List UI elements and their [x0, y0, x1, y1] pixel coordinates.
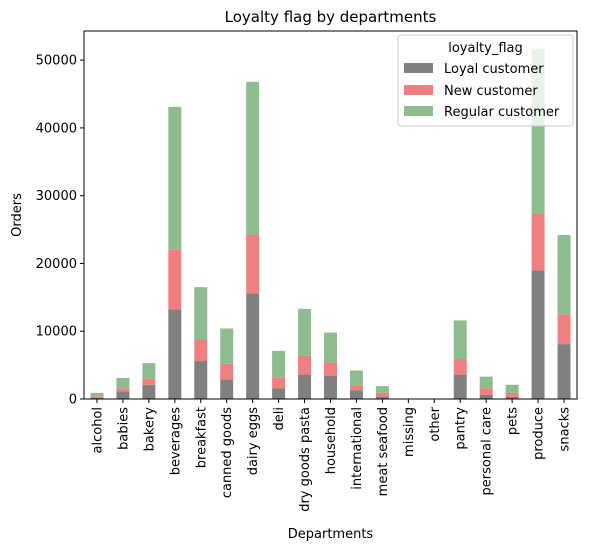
- bar-new-customer-household: [324, 362, 337, 376]
- legend-swatch-regular: [404, 106, 433, 116]
- y-tick-label: 30000: [36, 189, 77, 204]
- x-tick-label-bakery: bakery: [142, 407, 157, 452]
- x-tick-label-canned-goods: canned goods: [220, 407, 235, 498]
- bar-loyal-customer-deli: [272, 388, 286, 399]
- y-tick-label: 10000: [36, 325, 77, 340]
- legend-frame: [397, 34, 574, 127]
- bar-loyal-customer-alcohol: [90, 397, 104, 399]
- bar-regular-customer-dry-goods-pasta: [298, 308, 312, 356]
- bar-regular-customer-beverages: [168, 106, 182, 250]
- bar-regular-customer-breakfast: [194, 287, 208, 341]
- bar-new-customer-international: [349, 385, 363, 391]
- bar-regular-customer-dairy-eggs: [246, 81, 260, 235]
- bar-new-customer-babies: [116, 388, 130, 392]
- bars-group: [90, 48, 571, 399]
- bar-loyal-customer-dairy-eggs: [246, 293, 260, 399]
- bar-regular-customer-meat-seafood: [375, 386, 389, 393]
- bar-new-customer-breakfast: [194, 340, 208, 362]
- bar-new-customer-dairy-eggs: [246, 234, 260, 294]
- legend-label-new: New customer: [444, 84, 538, 99]
- legend-label-regular: Regular customer: [444, 105, 560, 120]
- x-tick-label-produce: produce: [532, 407, 547, 460]
- x-tick-label-dry-goods-pasta: dry goods pasta: [298, 407, 313, 512]
- bar-new-customer-personal-care: [479, 388, 493, 395]
- y-axis: 0 10000 20000 30000 40000 50000: [36, 54, 84, 408]
- y-tick-label: 40000: [36, 121, 77, 136]
- x-tick-label-babies: babies: [116, 407, 131, 450]
- bar-loyal-customer-breakfast: [194, 361, 208, 399]
- bar-regular-customer-canned-goods: [220, 328, 234, 364]
- x-tick-label-pets: pets: [506, 407, 521, 435]
- bar-loyal-customer-international: [349, 390, 363, 399]
- bar-loyal-customer-babies: [116, 391, 130, 399]
- x-tick-label-personal-care: personal care: [480, 407, 495, 495]
- bar-loyal-customer-personal-care: [479, 394, 493, 399]
- bar-new-customer-canned-goods: [220, 363, 234, 380]
- x-tick-label-international: international: [350, 407, 365, 490]
- chart-title: Loyalty flag by departments: [225, 8, 437, 26]
- bar-new-customer-beverages: [168, 249, 182, 310]
- bar-regular-customer-international: [349, 370, 363, 386]
- bar-new-customer-meat-seafood: [375, 392, 389, 397]
- x-tick-label-other: other: [428, 406, 443, 441]
- x-tick-label-missing: missing: [402, 407, 417, 457]
- bar-loyal-customer-snacks: [557, 344, 571, 399]
- bar-new-customer-pets: [505, 392, 519, 397]
- x-tick-label-alcohol: alcohol: [90, 407, 105, 453]
- bar-loyal-customer-produce: [531, 270, 545, 399]
- bar-regular-customer-snacks: [557, 234, 571, 315]
- x-axis-label: Departments: [288, 527, 374, 542]
- bar-regular-customer-babies: [116, 377, 130, 389]
- bar-loyal-customer-pets: [505, 396, 519, 399]
- legend: loyalty_flag Loyal customer New customer…: [397, 34, 574, 127]
- legend-title: loyalty_flag: [448, 41, 523, 56]
- bar-regular-customer-deli: [272, 350, 286, 378]
- bar-regular-customer-pantry: [453, 320, 467, 360]
- bar-loyal-customer-meat-seafood: [375, 396, 389, 399]
- bar-regular-customer-pets: [505, 384, 519, 393]
- bar-new-customer-dry-goods-pasta: [298, 355, 312, 375]
- bar-loyal-customer-pantry: [453, 374, 467, 399]
- x-tick-label-meat-seafood: meat seafood: [376, 407, 391, 496]
- bar-new-customer-bakery: [142, 378, 156, 385]
- bar-regular-customer-household: [324, 332, 337, 363]
- bar-new-customer-produce: [531, 213, 545, 271]
- legend-label-loyal: Loyal customer: [444, 62, 544, 77]
- bar-new-customer-pantry: [453, 359, 467, 375]
- bar-new-customer-snacks: [557, 314, 571, 345]
- bar-regular-customer-personal-care: [479, 376, 493, 389]
- x-tick-label-beverages: beverages: [168, 407, 183, 476]
- bar-new-customer-deli: [272, 377, 286, 389]
- x-tick-label-household: household: [324, 407, 339, 474]
- x-tick-label-deli: deli: [272, 407, 287, 430]
- y-tick-label: 50000: [36, 54, 77, 69]
- y-tick-label: 20000: [36, 257, 77, 272]
- x-tick-label-breakfast: breakfast: [194, 407, 209, 468]
- y-tick-label: 0: [69, 393, 77, 408]
- bar-loyal-customer-bakery: [142, 384, 156, 399]
- legend-swatch-loyal: [404, 63, 433, 73]
- bar-regular-customer-bakery: [142, 363, 156, 379]
- x-tick-label-dairy-eggs: dairy eggs: [246, 407, 261, 476]
- y-axis-label: Orders: [10, 193, 25, 237]
- x-tick-label-snacks: snacks: [558, 407, 573, 452]
- bar-regular-customer-alcohol: [90, 392, 104, 397]
- legend-swatch-new: [404, 85, 433, 95]
- bar-new-customer-alcohol: [90, 396, 104, 398]
- bar-loyal-customer-dry-goods-pasta: [298, 374, 312, 399]
- x-tick-label-pantry: pantry: [454, 407, 469, 450]
- x-axis: alcohol babies bakery beverages breakfast can…: [90, 399, 573, 512]
- bar-loyal-customer-household: [324, 375, 337, 399]
- bar-loyal-customer-canned-goods: [220, 379, 234, 399]
- bar-loyal-customer-beverages: [168, 309, 182, 399]
